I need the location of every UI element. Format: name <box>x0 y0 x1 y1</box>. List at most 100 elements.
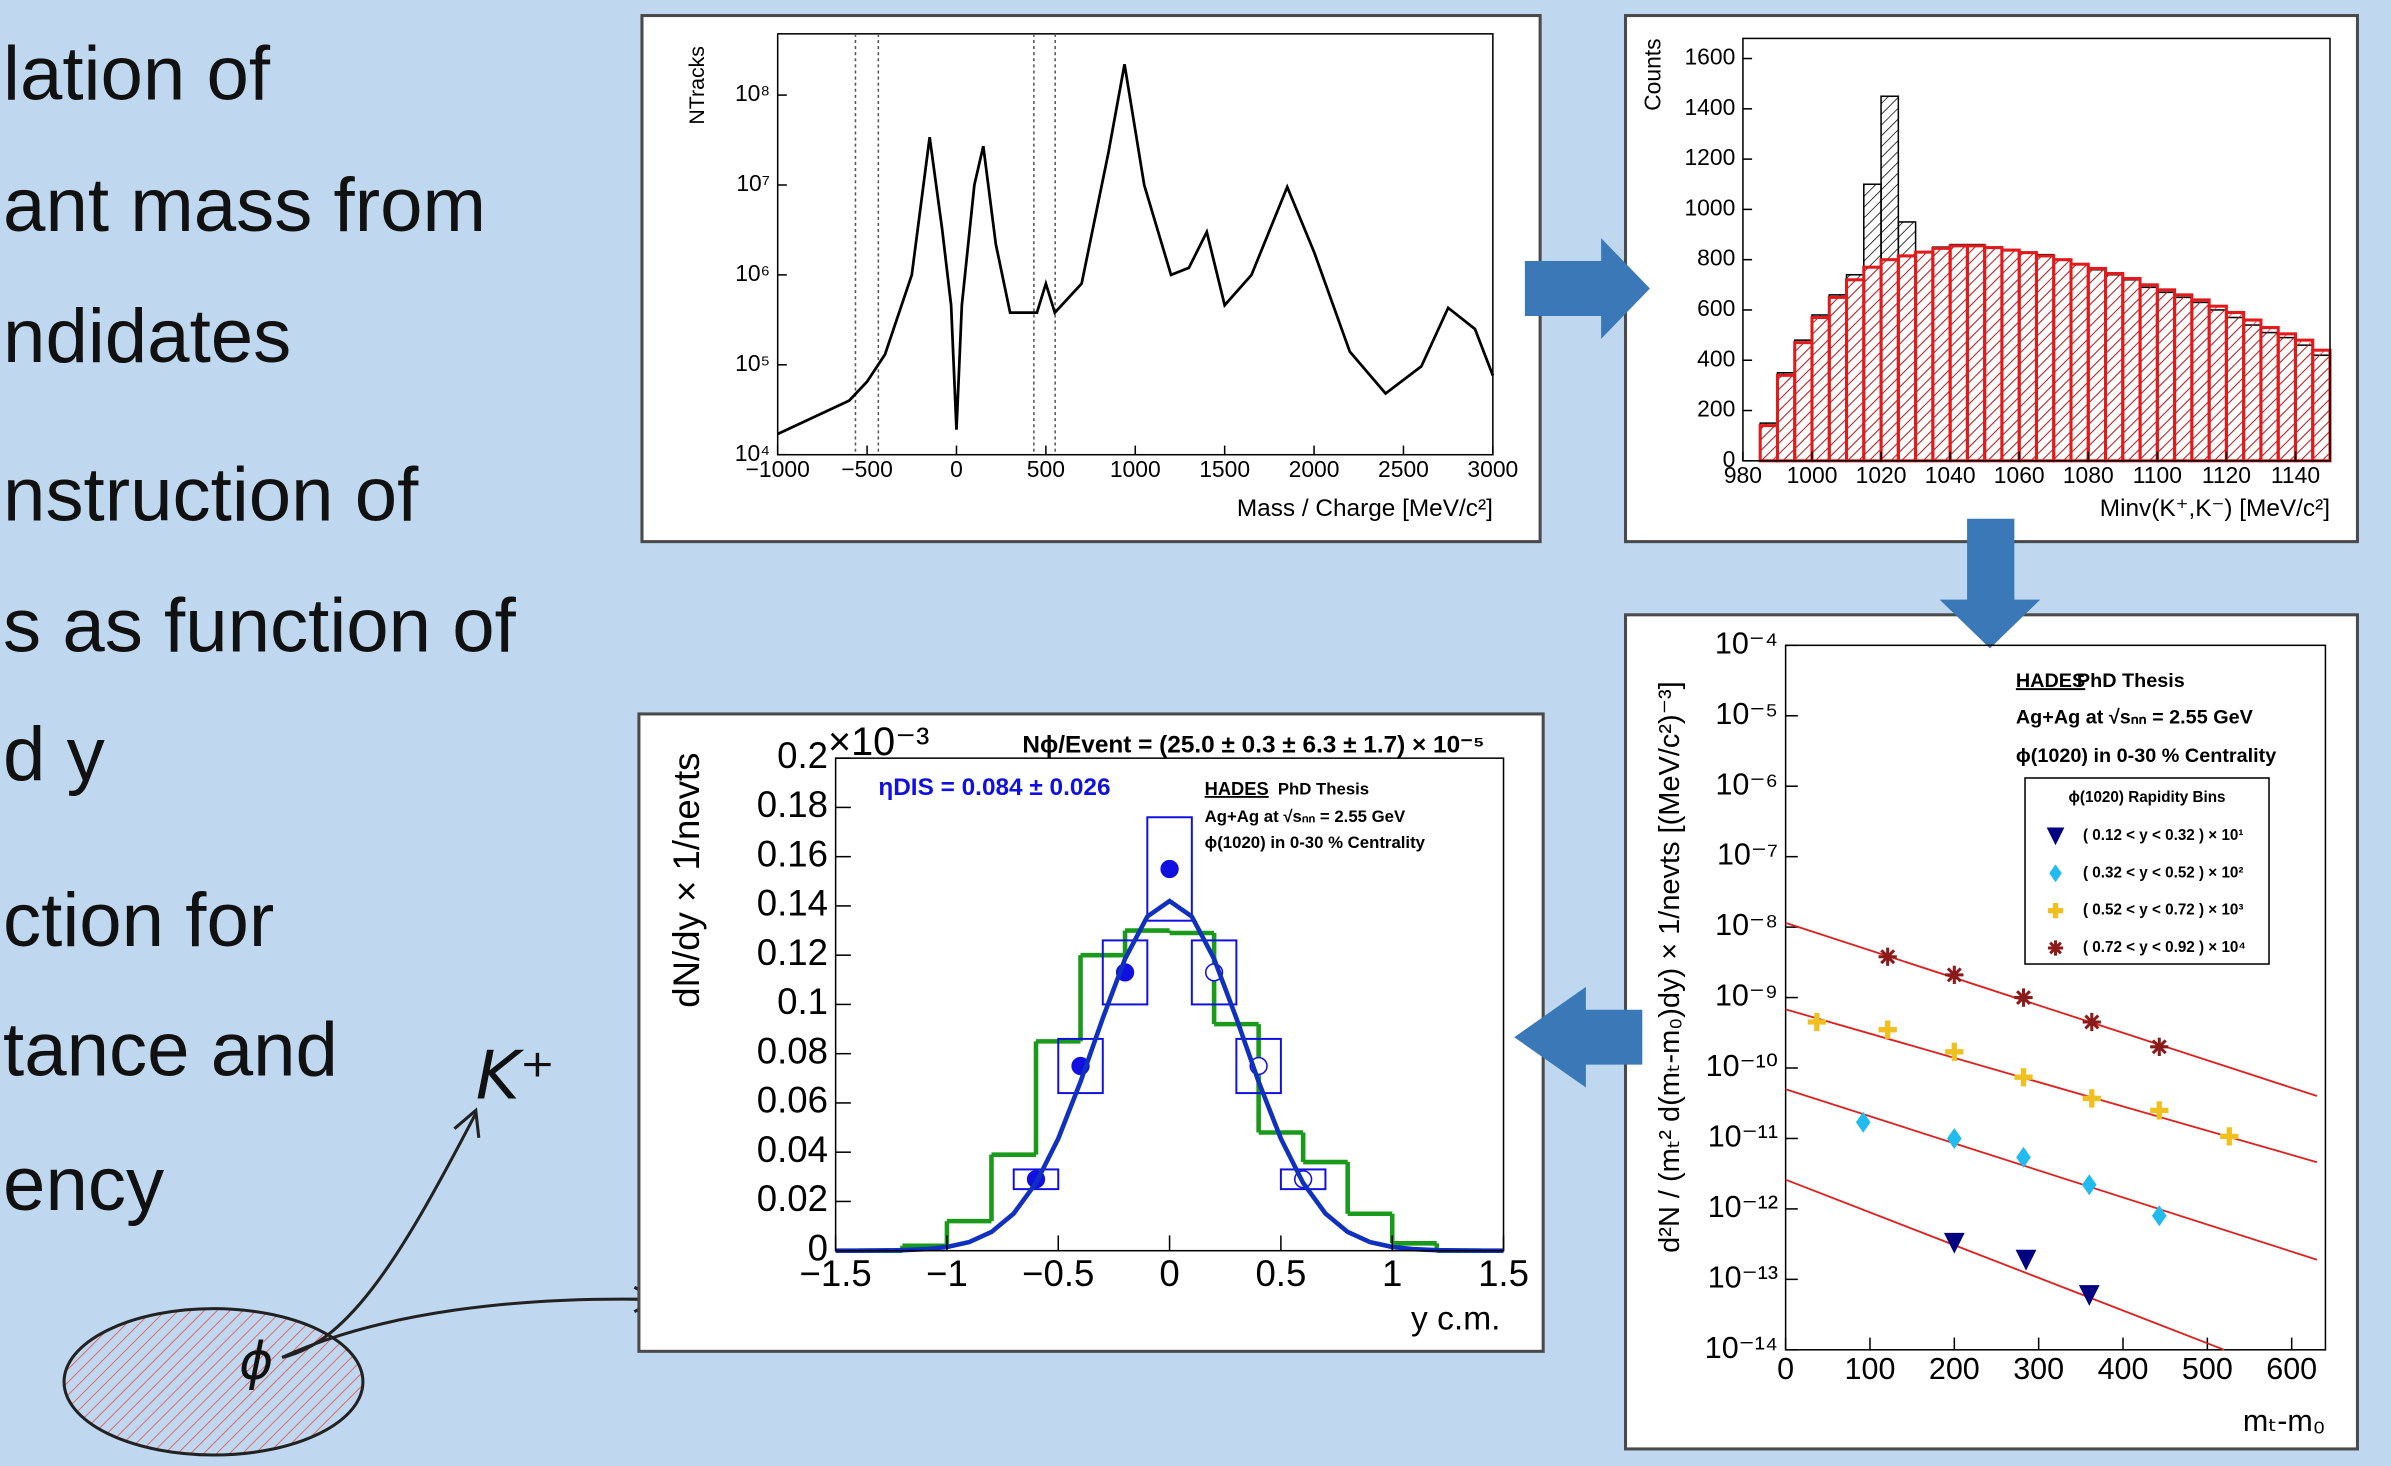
y-tick-label: 0.16 <box>757 833 828 874</box>
y-tick-label: 10⁻⁹ <box>1715 979 1778 1013</box>
bar <box>1931 246 1952 463</box>
x-tick-label: 0.5 <box>1255 1253 1306 1294</box>
data-point <box>1878 1020 1897 1039</box>
bar <box>2069 262 2090 463</box>
x-tick-label: 1 <box>1382 1253 1402 1294</box>
bar <box>2242 318 2263 463</box>
legend-box <box>2024 777 2270 965</box>
y-tick-label: 1600 <box>1684 44 1735 70</box>
fit-line <box>1785 1178 2225 1351</box>
note-hades: HADES <box>2016 670 2085 692</box>
x-tick-label: 2000 <box>1289 456 1340 482</box>
data-point <box>1878 947 1897 966</box>
y-tick-label: 0.06 <box>757 1080 828 1121</box>
data-point <box>2014 988 2033 1007</box>
legend-label: ( 0.32 < y < 0.52 ) × 10² <box>2083 864 2244 881</box>
x-tick-label: 1500 <box>1199 456 1250 482</box>
x-tick-label: 100 <box>1845 1352 1896 1386</box>
x-tick-label: 0 <box>1159 1253 1179 1294</box>
x-tick-label: −1.5 <box>800 1253 872 1294</box>
x-tick-label: −500 <box>841 456 892 482</box>
bar <box>2138 283 2159 463</box>
y-tick-label: 10⁻⁴ <box>1715 626 1778 660</box>
bullet: nstruction of <box>3 453 419 538</box>
note: PhD Thesis <box>1278 780 1369 799</box>
flow-arrow <box>1939 518 2041 649</box>
x-tick-label: 1100 <box>2133 462 2182 488</box>
bar <box>2155 288 2177 463</box>
y-tick-label: 10⁴ <box>735 440 770 466</box>
syst-box <box>1146 816 1193 922</box>
x-axis-label: mₜ-m₀ <box>2243 1404 2326 1438</box>
y-tick-label: 800 <box>1697 245 1735 271</box>
k-plus-label: K⁺ <box>476 1036 555 1114</box>
bullet: d y <box>3 712 105 797</box>
data-point <box>2081 1174 2097 1196</box>
x-tick-label: 400 <box>2098 1352 2149 1386</box>
syst-box <box>1235 1037 1282 1095</box>
data-point <box>2150 1101 2169 1120</box>
x-tick-label: 1020 <box>1856 462 1907 488</box>
bar <box>1965 244 1987 463</box>
bullet: ency <box>3 1142 164 1227</box>
legend-marker <box>2047 903 2064 919</box>
x-tick-label: 980 <box>1724 462 1762 488</box>
y-tick-label: 0.08 <box>757 1030 828 1071</box>
x-tick-label: 600 <box>2266 1352 2317 1386</box>
y-tick-label: 0.18 <box>757 784 828 825</box>
bar <box>2259 326 2280 463</box>
y-tick-label: 10⁻⁶ <box>1715 767 1778 801</box>
bar <box>2293 338 2315 463</box>
bar <box>2190 298 2211 463</box>
data-point <box>1943 1232 1965 1254</box>
note-hades: HADES <box>1205 778 1269 799</box>
data-point <box>2150 1037 2169 1056</box>
y-axis-label: NTracks <box>685 46 709 125</box>
x-axis-label: y c.m. <box>1411 1301 1500 1338</box>
x-tick-label: −0.5 <box>1022 1253 1094 1294</box>
flow-arrow <box>1524 238 1650 339</box>
bar <box>1810 315 1831 463</box>
x-axis-label: Mass / Charge [MeV/c²] <box>1237 495 1493 522</box>
note: Ag+Ag at √sₙₙ = 2.55 GeV <box>2016 707 2254 729</box>
x-tick-label: −1000 <box>746 456 810 482</box>
y-tick-label: 10⁷ <box>736 170 770 196</box>
y-axis-label: Counts <box>1640 38 1666 110</box>
legend-marker <box>2046 827 2065 846</box>
syst-box <box>1101 939 1149 1006</box>
y-tick-label: 10⁶ <box>735 260 770 286</box>
bar <box>1827 295 1849 463</box>
y-axis-label: d²N / (mₜ² d(mₜ-m₀)dy) × 1/nevts [(MeV/c… <box>1654 681 1686 1252</box>
y-tick-label: 10⁸ <box>735 80 770 106</box>
bar <box>1862 265 1883 463</box>
note: ϕ(1020) in 0-30 % Centrality <box>1205 833 1426 852</box>
y-tick-label: 1200 <box>1684 144 1735 170</box>
data-point <box>2015 1249 2037 1271</box>
bullet: s as function of <box>3 584 517 669</box>
syst-box <box>1012 1168 1060 1191</box>
bar <box>2104 271 2125 463</box>
bullet: ndidates <box>3 294 291 379</box>
note: PhD Thesis <box>2077 670 2185 692</box>
y-tick-label: 10⁻⁸ <box>1715 908 1778 942</box>
x-tick-label: 1120 <box>2202 462 2251 488</box>
x-tick-label: 1000 <box>1787 462 1838 488</box>
data-point <box>2151 1205 2167 1227</box>
bar <box>2034 254 2056 463</box>
fit-line <box>1785 1088 2318 1261</box>
legend-label: ( 0.72 < y < 0.92 ) × 10⁴ <box>2083 939 2246 956</box>
bar <box>2173 293 2194 463</box>
y-tick-label: 10⁻¹⁴ <box>1705 1331 1778 1365</box>
x-tick-label: 200 <box>1929 1352 1980 1386</box>
y-tick-label: 0.2 <box>777 735 828 776</box>
y-axis-label: dN/dy × 1/nevts <box>666 753 707 1008</box>
y-tick-label: 10⁻¹² <box>1708 1190 1778 1224</box>
data-point <box>1855 1111 1871 1133</box>
legend-label: ( 0.52 < y < 0.72 ) × 10³ <box>2083 902 2244 919</box>
phi-label: ϕ <box>239 1332 273 1392</box>
data-point <box>2078 1285 2100 1306</box>
bar <box>2000 248 2021 463</box>
x-tick-label: 500 <box>1027 456 1065 482</box>
